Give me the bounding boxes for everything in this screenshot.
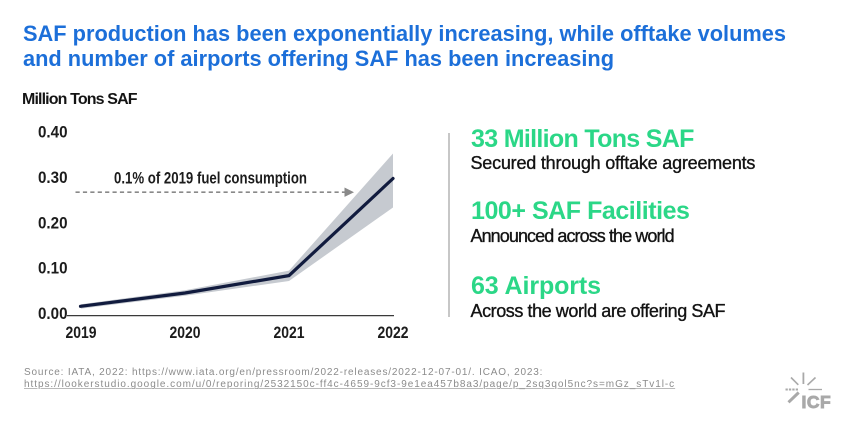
svg-text:0.00: 0.00 <box>38 305 68 323</box>
svg-text:0.30: 0.30 <box>38 169 68 187</box>
svg-text:0.1% of 2019 fuel consumption: 0.1% of 2019 fuel consumption <box>114 170 307 188</box>
svg-text:ICF: ICF <box>802 392 832 412</box>
svg-text:2020: 2020 <box>170 324 201 342</box>
svg-text:0.40: 0.40 <box>38 124 68 142</box>
svg-text:0.10: 0.10 <box>38 260 68 278</box>
svg-text:0.20: 0.20 <box>38 214 68 232</box>
svg-text:2019: 2019 <box>66 324 97 342</box>
svg-text:2022: 2022 <box>378 324 409 342</box>
svg-text:2021: 2021 <box>274 324 305 342</box>
